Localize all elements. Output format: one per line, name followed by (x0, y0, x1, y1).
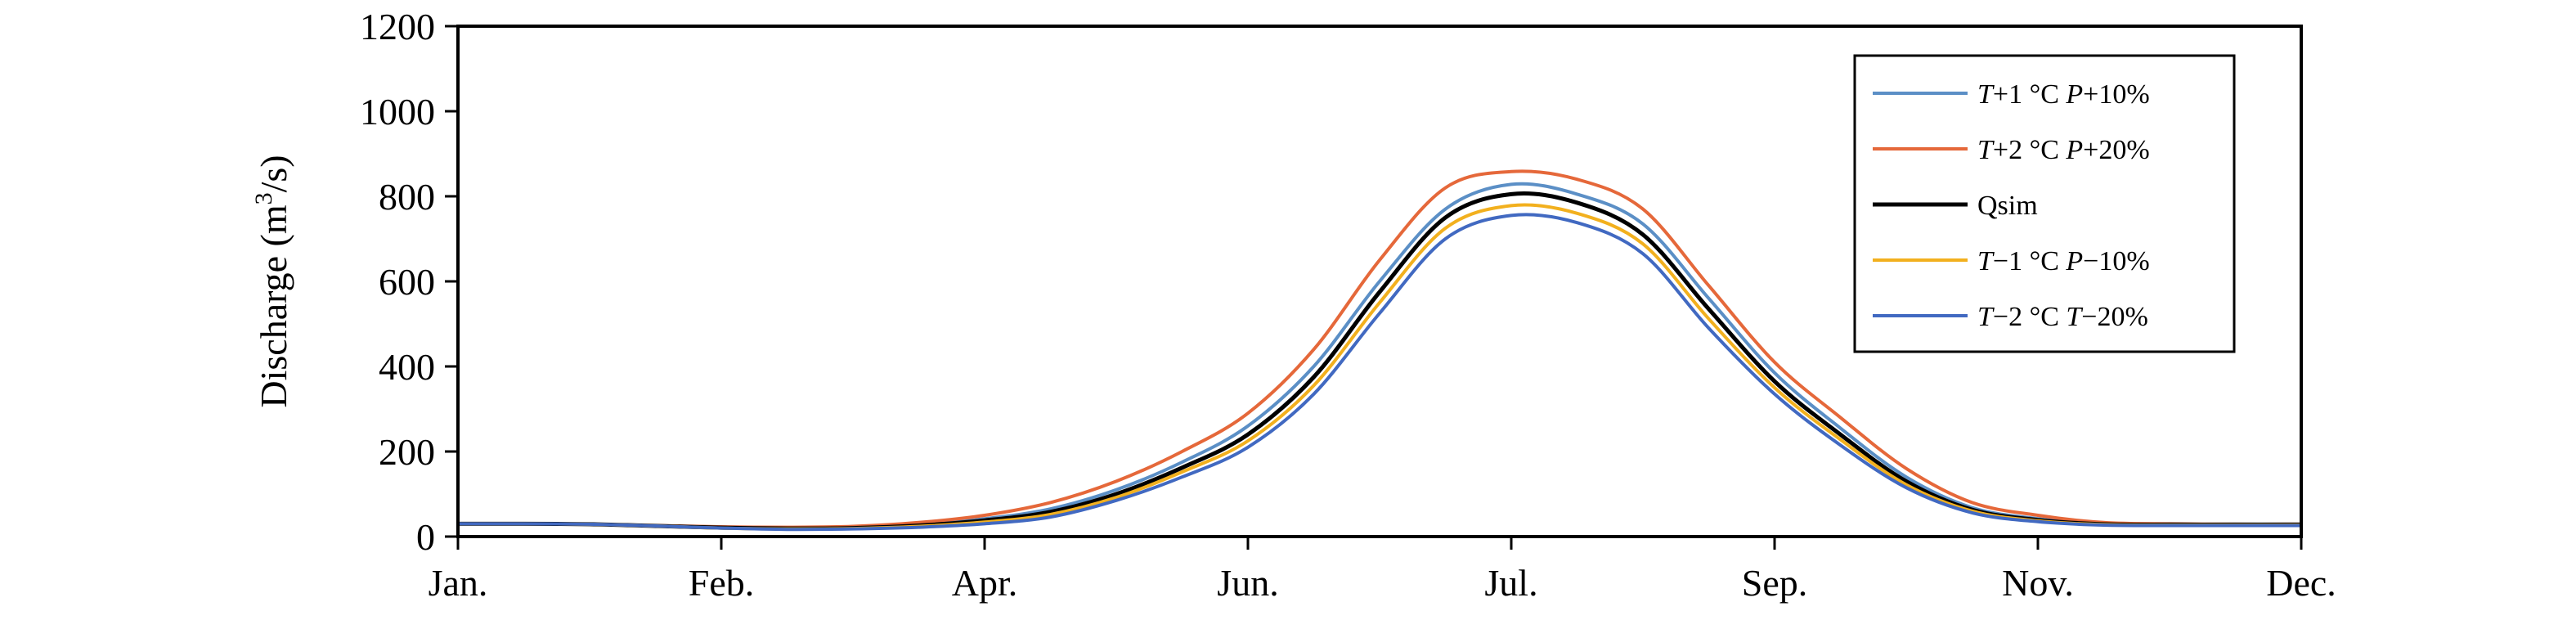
legend-label-2: T+2 °C P+20% (1977, 135, 2150, 165)
x-tick-label: Apr. (952, 562, 1018, 604)
series-line-5 (457, 213, 2301, 532)
y-tick-label: 800 (379, 176, 435, 218)
y-tick-label: 200 (379, 431, 435, 473)
y-axis-title-superscript: 3 (250, 192, 277, 204)
y-axis-title-main: Discharge (m (253, 204, 294, 407)
x-tick-label: Nov. (2002, 562, 2074, 604)
y-axis: 0 200 400 600 800 1000 1200 (360, 6, 458, 558)
x-tick-label: Feb. (689, 562, 755, 604)
plot-area-frame (456, 25, 2303, 538)
y-tick-label: 400 (379, 346, 435, 388)
x-tick-label: Jun. (1217, 562, 1278, 604)
y-axis-title: Discharge (m3/s) (250, 155, 294, 407)
y-tick-label: 1000 (360, 91, 435, 133)
legend-label-1: T+1 °C P+10% (1977, 79, 2150, 110)
legend-label-4: T−1 °C P−10% (1977, 246, 2150, 276)
legend-label-3: Qsim (1977, 191, 2038, 221)
legend-label-5: T−2 °C T−20% (1977, 302, 2148, 332)
y-tick-label: 0 (416, 516, 435, 558)
series-layer (457, 169, 2302, 532)
x-tick-label: Sep. (1742, 562, 1808, 604)
y-tick-label: 600 (379, 261, 435, 303)
y-axis-title-unit: /s) (253, 155, 294, 192)
x-tick-label: Dec. (2266, 562, 2336, 604)
x-axis: Jan. Feb. Apr. Jun. Jul. Sep. Nov. Dec. (429, 537, 2336, 604)
x-tick-label: Jan. (429, 562, 488, 604)
y-tick-label: 1200 (360, 6, 435, 47)
legend: T+1 °C P+10% T+2 °C P+20% Qsim T−1 °C P−10%… (1853, 54, 2236, 353)
x-tick-label: Jul. (1484, 562, 1537, 604)
